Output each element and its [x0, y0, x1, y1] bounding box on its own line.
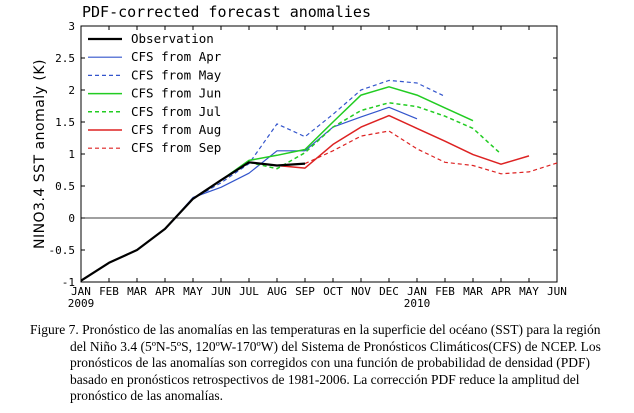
x-tick-label: AUG [267, 285, 287, 298]
legend-label-observation: Observation [131, 31, 214, 46]
y-tick-label: 2.5 [55, 52, 75, 65]
x-tick-label: JUL [239, 285, 259, 298]
series-line-cfs-from-aug [276, 114, 530, 169]
legend: Observation CFS from Apr CFS from May CFS f… [88, 31, 222, 155]
caption-body: del Niño 3.4 (5ºN-5ºS, 120ºW-170ºW) del … [70, 338, 601, 404]
series-layer [80, 79, 558, 282]
y-tick-label: 0 [68, 212, 75, 225]
y-axis: -1 -0.5 0 0.5 1 1.5 2 2.5 3 [49, 20, 557, 289]
x-tick-label: OCT [323, 285, 343, 298]
legend-label-cfs-from-may: CFS from May [131, 67, 222, 82]
year-label: 2009 [68, 297, 95, 310]
y-tick-label: -1 [62, 276, 75, 289]
y-tick-label: 1 [68, 148, 75, 161]
y-tick-label: -0.5 [49, 244, 76, 257]
x-axis: JAN FEB MAR APR MAY JUN JUL AUG SEP OCT NOV DEC JAN F… [68, 26, 567, 310]
y-tick-label: 2 [68, 84, 75, 97]
legend-label-cfs-from-jul: CFS from Jul [131, 104, 221, 119]
series-line-cfs-from-jul [248, 102, 502, 170]
x-tick-label: MAR [463, 285, 483, 298]
y-tick-label: 1.5 [55, 116, 75, 129]
y-tick-label: 3 [68, 20, 75, 33]
legend-label-cfs-from-apr: CFS from Apr [131, 49, 222, 64]
caption-first-line: Figure 7. Pronóstico de las anomalías en… [30, 322, 601, 337]
x-tick-label: APR [155, 285, 175, 298]
series-line-observation [80, 161, 306, 282]
legend-label-cfs-from-sep: CFS from Sep [131, 140, 221, 155]
series-line-cfs-from-jun [220, 86, 474, 181]
series-line-cfs-from-sep [304, 130, 558, 175]
chart-figure: PDF-corrected forecast anomalies -1 -0.5 0… [32, 3, 567, 310]
x-tick-label: JAN [71, 285, 91, 298]
figure-caption: Figure 7. Pronóstico de las anomalías en… [30, 322, 630, 405]
y-axis-label: NINO3.4 SST anomaly (K) [32, 59, 48, 249]
legend-label-cfs-from-jun: CFS from Jun [131, 86, 221, 101]
legend-label-cfs-from-aug: CFS from Aug [131, 122, 221, 137]
year-label: 2010 [404, 297, 431, 310]
series-line-cfs-from-may [192, 79, 446, 200]
x-tick-label: FEB [99, 285, 119, 298]
series-line-cfs-from-apr [164, 106, 418, 230]
x-tick-label: DEC [379, 285, 399, 298]
x-tick-label: SEP [295, 285, 315, 298]
x-tick-label: MAR [127, 285, 147, 298]
x-tick-label: JUN [211, 285, 231, 298]
x-tick-label: MAY [183, 285, 203, 298]
x-tick-label: JUN [547, 285, 567, 298]
x-tick-label: JAN [407, 285, 427, 298]
x-tick-label: NOV [351, 285, 371, 298]
x-tick-label: MAY [519, 285, 539, 298]
x-tick-label: FEB [435, 285, 455, 298]
chart-title: PDF-corrected forecast anomalies [82, 3, 371, 21]
x-tick-label: APR [491, 285, 511, 298]
y-tick-label: 0.5 [55, 180, 75, 193]
